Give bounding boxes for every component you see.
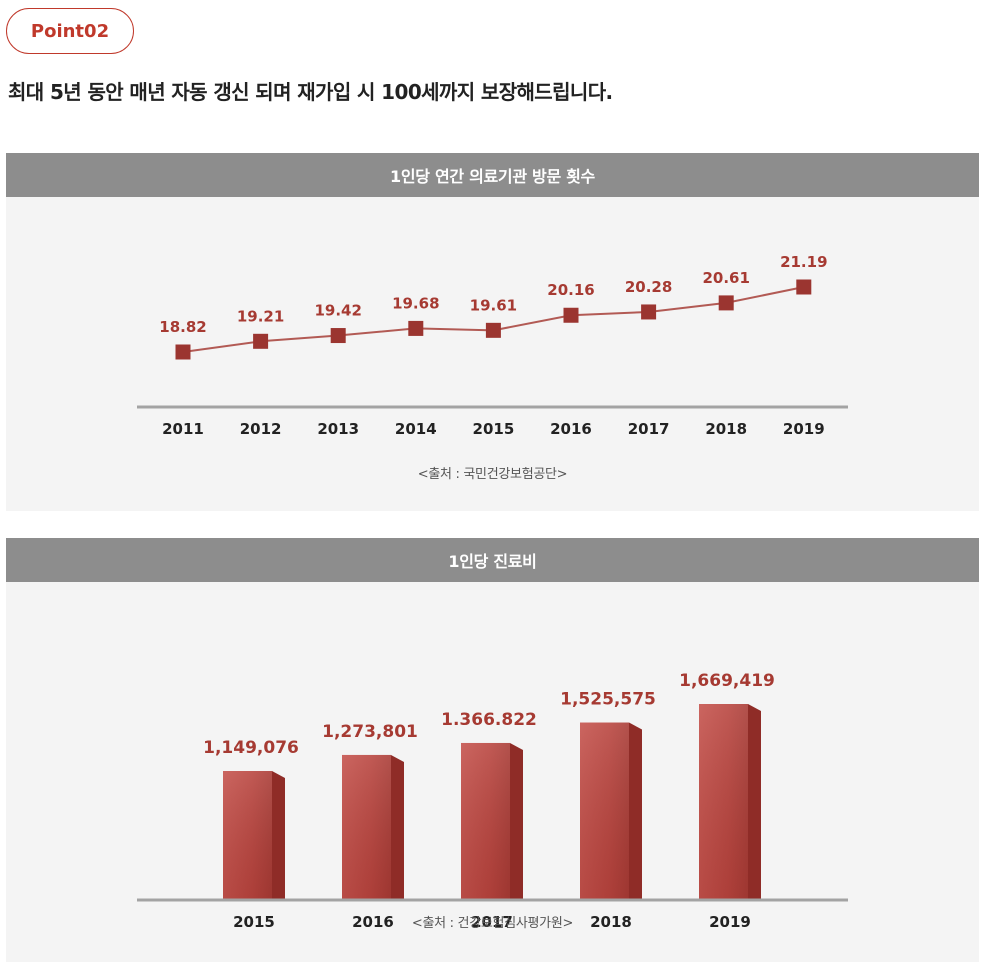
cost-bar-2017 [461, 742, 523, 899]
visits-chart-panel: 1인당 연간 의료기관 방문 횟수 18.82 2011 19.21 2012 19.4… [6, 153, 979, 511]
point-badge-label: Point02 [30, 20, 110, 42]
cost-chart-panel: 1인당 진료비 1,149,076 2015 1,273,801 2016 1.366.… [6, 538, 979, 962]
visits-point-2014 [408, 320, 424, 336]
visits-value-label-2016: 20.16 [547, 281, 594, 299]
visits-x-tick-2011: 2011 [162, 420, 204, 438]
visits-x-tick-2014: 2014 [395, 420, 437, 438]
point-badge: Point02 [6, 8, 134, 54]
visits-x-tick-2015: 2015 [473, 420, 515, 438]
visits-x-tick-2012: 2012 [240, 420, 282, 438]
cost-value-label-2018: 1,525,575 [560, 690, 656, 710]
cost-chart-title: 1인당 진료비 [6, 538, 979, 582]
visits-value-label-2018: 20.61 [702, 269, 749, 287]
visits-x-tick-2018: 2018 [705, 420, 747, 438]
cost-chart-source: <출처 : 건강보험심사평가원> [411, 916, 574, 931]
cost-bar-2016 [342, 754, 404, 899]
visits-value-label-2019: 21.19 [780, 253, 827, 271]
visits-value-label-2017: 20.28 [625, 278, 672, 296]
visits-value-label-2012: 19.21 [237, 307, 284, 325]
cost-bar-chart: 1,149,076 2015 1,273,801 2016 1.366.822 2017 1… [137, 671, 848, 931]
cost-value-label-2019: 1,669,419 [679, 671, 775, 691]
cost-x-tick-2017: 2017 [471, 913, 513, 931]
cost-bar-2018 [580, 722, 642, 899]
visits-value-label-2014: 19.68 [392, 294, 439, 312]
visits-point-2017 [641, 304, 657, 320]
visits-x-tick-2013: 2013 [317, 420, 359, 438]
visits-value-label-2013: 19.42 [314, 302, 361, 320]
visits-x-tick-2019: 2019 [783, 420, 825, 438]
cost-x-tick-2016: 2016 [352, 913, 394, 931]
visits-chart-title: 1인당 연간 의료기관 방문 횟수 [6, 153, 979, 197]
visits-point-2013 [330, 328, 346, 344]
visits-value-label-2011: 18.82 [159, 318, 206, 336]
cost-value-label-2017: 1.366.822 [441, 710, 537, 730]
visits-point-2012 [253, 333, 269, 349]
visits-point-2019 [796, 279, 812, 295]
cost-bar-2015 [223, 771, 285, 899]
cost-value-label-2015: 1,149,076 [203, 738, 299, 758]
headline: 최대 5년 동안 매년 자동 갱신 되며 재가입 시 100세까지 보장해드립니… [8, 80, 613, 104]
visits-point-2018 [718, 295, 734, 311]
cost-value-label-2016: 1,273,801 [322, 722, 418, 742]
visits-x-tick-2016: 2016 [550, 420, 592, 438]
cost-bar-2019 [699, 704, 761, 899]
visits-chart-source: <출처 : 국민건강보험공단> [417, 467, 568, 482]
visits-point-2015 [485, 322, 501, 338]
visits-line-chart: 18.82 2011 19.21 2012 19.42 2013 19.68 2014 19.6… [137, 253, 848, 438]
cost-x-tick-2015: 2015 [233, 913, 275, 931]
visits-point-2011 [175, 344, 191, 360]
visits-x-tick-2017: 2017 [628, 420, 670, 438]
visits-point-2016 [563, 307, 579, 323]
cost-x-tick-2019: 2019 [709, 913, 751, 931]
visits-value-label-2015: 19.61 [470, 296, 517, 314]
cost-x-tick-2018: 2018 [590, 913, 632, 931]
